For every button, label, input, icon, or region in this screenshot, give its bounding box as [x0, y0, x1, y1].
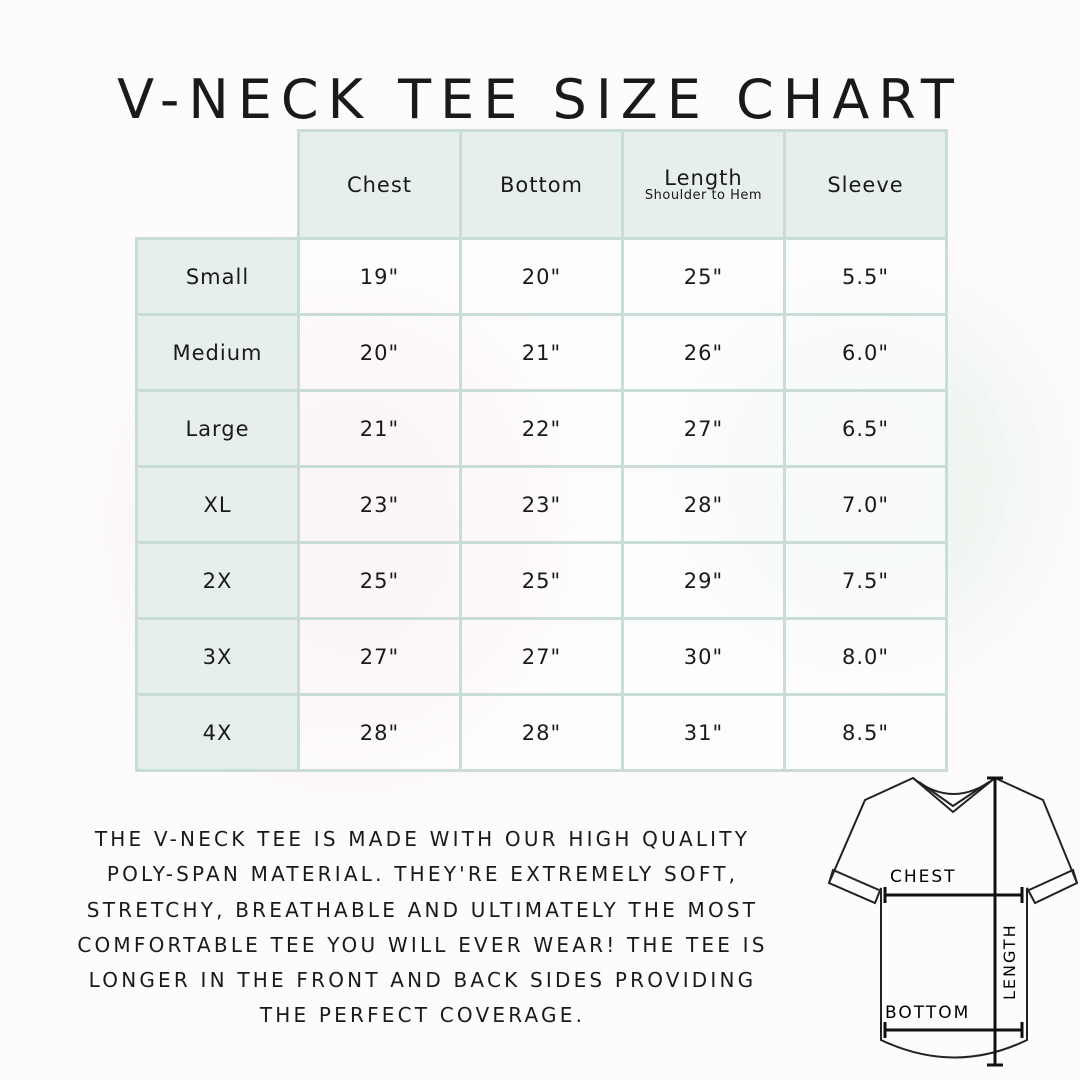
table-cell: 28" [297, 693, 462, 772]
table-cell: 20" [459, 237, 624, 316]
table-cell: 25" [459, 541, 624, 620]
bottom-label: BOTTOM [885, 1003, 970, 1023]
table-cell: 28" [621, 465, 786, 544]
column-header: Sleeve [783, 129, 948, 240]
table-cell: 27" [297, 617, 462, 696]
table-cell: 7.0" [783, 465, 948, 544]
table-cell: 25" [297, 541, 462, 620]
table-cell: 31" [621, 693, 786, 772]
description-line: comfortable tee you will ever wear! The … [77, 932, 768, 957]
row-header-size: 2X [135, 541, 300, 620]
table-cell: 21" [459, 313, 624, 392]
table-cell: 27" [459, 617, 624, 696]
description-line: the perfect coverage. [259, 1003, 586, 1028]
table-cell: 28" [459, 693, 624, 772]
chest-label: CHEST [890, 867, 957, 887]
row-header-size: Medium [135, 313, 300, 392]
column-header-label: Chest [346, 172, 413, 197]
table-cell: 20" [297, 313, 462, 392]
column-header-sublabel: Shoulder to Hem [644, 188, 763, 203]
column-header-label: Bottom [499, 172, 584, 197]
table-cell: 8.0" [783, 617, 948, 696]
table-cell: 19" [297, 237, 462, 316]
table-cell: 6.5" [783, 389, 948, 468]
table-cell: 23" [297, 465, 462, 544]
table-cell: 22" [459, 389, 624, 468]
table-cell: 27" [621, 389, 786, 468]
table-cell: 8.5" [783, 693, 948, 772]
column-header: Length Shoulder to Hem [621, 129, 786, 240]
row-header-size: XL [135, 465, 300, 544]
row-header-size: 3X [135, 617, 300, 696]
page-title: V-Neck Tee Size Chart [117, 68, 963, 132]
column-header: Bottom [459, 129, 624, 240]
table-cell: 5.5" [783, 237, 948, 316]
table-cell: 21" [297, 389, 462, 468]
tee-measurement-diagram: CHEST BOTTOM LENGTH [827, 776, 1079, 1067]
table-cell: 7.5" [783, 541, 948, 620]
table-cell: 6.0" [783, 313, 948, 392]
column-header: Chest [297, 129, 462, 240]
row-header-size: Large [135, 389, 300, 468]
table-cell: 25" [621, 237, 786, 316]
table-cell: 26" [621, 313, 786, 392]
table-cell: 30" [621, 617, 786, 696]
table-cell: 23" [459, 465, 624, 544]
description-text: The V-neck tee is made with our high qua… [20, 822, 825, 1034]
description-line: poly-span material. They're extremely so… [106, 862, 739, 887]
column-header-label: Length [664, 166, 743, 190]
description-line: longer in the front and back sides provi… [88, 968, 757, 993]
description-line: stretchy, breathable and ultimately the … [86, 897, 759, 922]
length-label: LENGTH [1000, 923, 1019, 1000]
row-header-size: 4X [135, 693, 300, 772]
column-header-label: Sleeve [827, 172, 904, 197]
description-line: The V-neck tee is made with our high qua… [94, 827, 751, 851]
row-header-size: Small [135, 237, 300, 316]
table-cell: 29" [621, 541, 786, 620]
